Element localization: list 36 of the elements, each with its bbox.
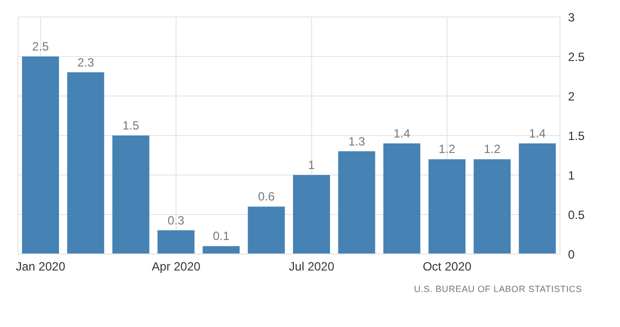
x-tick-label: Apr 2020 [152,260,201,274]
data-label: 1.2 [438,142,456,156]
data-label: 1.5 [122,118,140,132]
data-label: 1 [308,158,316,172]
y-tick-label: 1.5 [568,128,586,143]
y-tick-label: 2 [568,89,575,104]
bar [22,56,59,254]
data-label: 1.2 [484,142,501,156]
bar [293,175,330,254]
bar [112,136,150,254]
data-label: 2.3 [77,55,94,70]
data-label: 0.1 [212,229,230,244]
y-tick-label: 1 [568,168,575,182]
bar [428,159,466,254]
bar [518,143,556,254]
bar [338,151,376,254]
y-tick-label: 2.5 [568,50,586,64]
bar [202,246,240,254]
text: U.S. BUREAU OF LABOR STATISTICS [414,284,582,294]
data-label: 0.6 [258,190,275,204]
data-label: 0.3 [168,213,185,228]
bar [67,72,104,254]
data-label: 1.4 [393,126,410,140]
bar [248,206,285,254]
x-tick-label: Jan 2020 [16,260,66,274]
data-label: 1.4 [528,126,546,140]
bar [474,159,511,254]
y-tick-label: 3 [568,10,575,24]
y-tick-label: 0.5 [568,208,586,222]
x-tick-label: Oct 2020 [422,260,472,274]
bar [383,143,420,254]
data-label: 1.3 [348,134,366,148]
data-label: 2.5 [32,40,50,54]
bar [158,230,194,254]
y-tick-label: 0 [568,247,575,262]
x-tick-label: Jul 2020 [288,260,335,274]
